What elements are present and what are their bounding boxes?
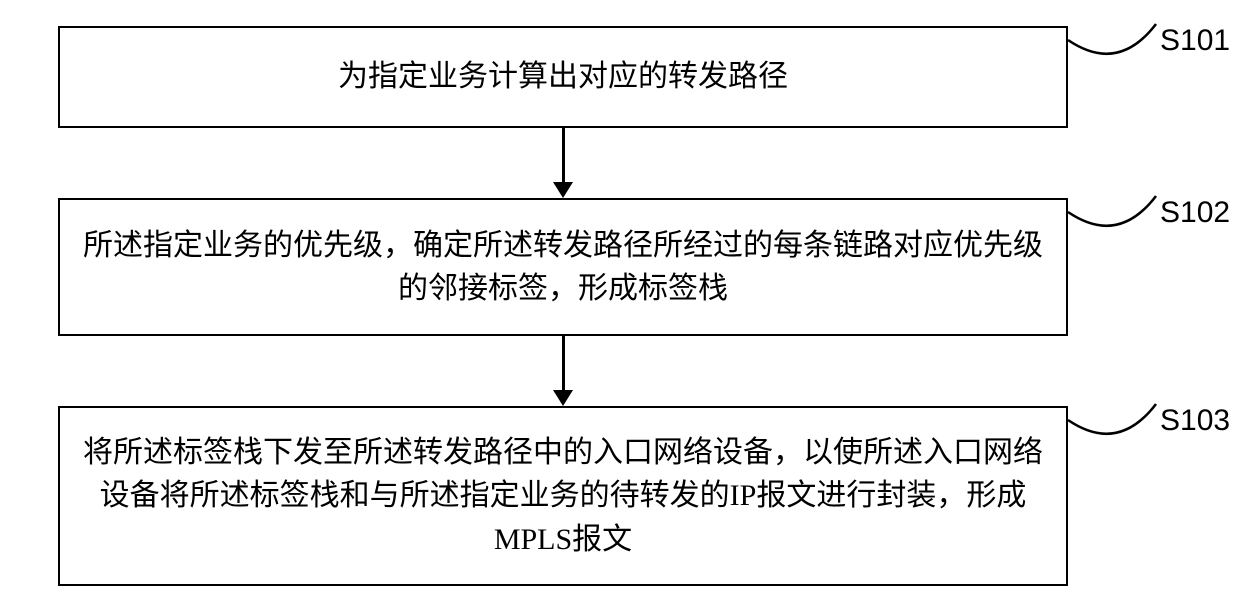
connector-arc-s103 xyxy=(1068,384,1160,444)
step-label-s103: S103 xyxy=(1160,404,1230,438)
step-text-s103: 将所述标签栈下发至所述转发路径中的入口网络设备，以使所述入口网络设备将所述标签栈… xyxy=(60,425,1066,568)
step-label-s101: S101 xyxy=(1160,24,1230,58)
step-text-s101: 为指定业务计算出对应的转发路径 xyxy=(320,49,806,105)
arrow-head-2 xyxy=(553,390,573,406)
arrow-head-1 xyxy=(553,182,573,198)
arrow-line-2 xyxy=(562,336,565,390)
arrow-line-1 xyxy=(562,128,565,182)
step-box-s101: 为指定业务计算出对应的转发路径 xyxy=(58,26,1068,128)
step-box-s103: 将所述标签栈下发至所述转发路径中的入口网络设备，以使所述入口网络设备将所述标签栈… xyxy=(58,406,1068,586)
flowchart-canvas: 为指定业务计算出对应的转发路径 S101 所述指定业务的优先级，确定所述转发路径… xyxy=(0,0,1240,615)
step-label-s102: S102 xyxy=(1160,196,1230,230)
connector-arc-s101 xyxy=(1068,4,1160,64)
connector-arc-s102 xyxy=(1068,176,1160,236)
step-text-s102: 所述指定业务的优先级，确定所述转发路径所经过的每条链路对应优先级的邻接标签，形成… xyxy=(60,218,1066,317)
step-box-s102: 所述指定业务的优先级，确定所述转发路径所经过的每条链路对应优先级的邻接标签，形成… xyxy=(58,198,1068,336)
